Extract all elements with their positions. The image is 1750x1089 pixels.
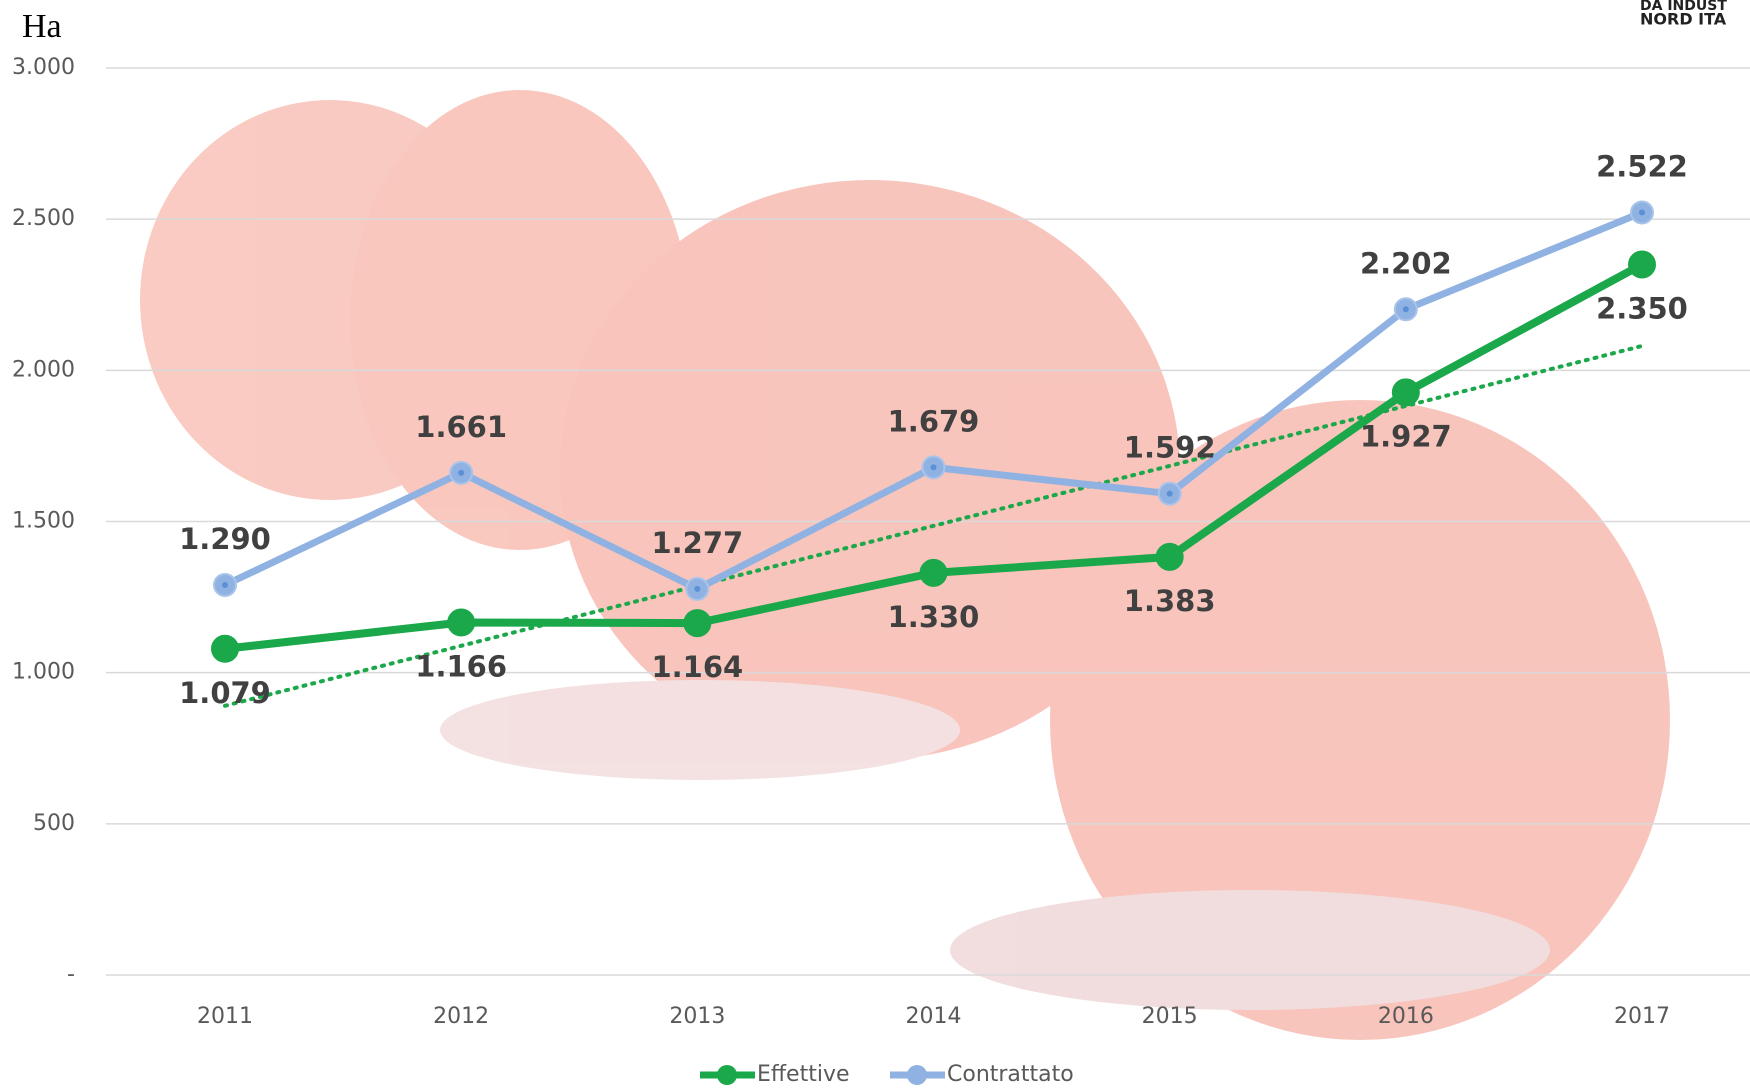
- data-label: 1.164: [651, 650, 743, 684]
- background-tomatoes: [140, 90, 1670, 1040]
- point: [211, 634, 239, 663]
- y-axis-label: Ha: [22, 8, 62, 45]
- point: [1628, 250, 1656, 279]
- point-center: [694, 585, 701, 592]
- data-label: 1.679: [888, 404, 980, 438]
- logo-text: DA INDUST: [1640, 0, 1727, 14]
- point-center: [1166, 490, 1173, 497]
- y-tick-label: -: [67, 962, 75, 987]
- x-tick-label: 2016: [1378, 1004, 1434, 1029]
- x-tick-label: 2014: [906, 1004, 962, 1029]
- y-tick-label: 2.500: [12, 206, 75, 231]
- point: [919, 558, 948, 587]
- point: [1391, 378, 1420, 407]
- legend-marker: [717, 1065, 737, 1085]
- point: [1155, 542, 1184, 571]
- x-tick-label: 2013: [669, 1004, 725, 1029]
- y-tick-label: 500: [33, 811, 75, 836]
- legend-label: Effettive: [757, 1062, 850, 1087]
- legend-label: Contrattato: [947, 1062, 1074, 1087]
- x-tick-label: 2015: [1142, 1004, 1198, 1029]
- point: [447, 608, 476, 637]
- x-tick-label: 2012: [433, 1004, 489, 1029]
- point-center: [930, 464, 937, 471]
- data-label: 1.079: [179, 676, 271, 710]
- data-label: 1.927: [1360, 419, 1452, 453]
- x-tick-label: 2011: [197, 1004, 253, 1029]
- data-label: 1.330: [888, 600, 980, 634]
- data-label: 1.290: [179, 522, 271, 556]
- data-label: 1.277: [651, 526, 743, 560]
- point-center: [458, 469, 465, 476]
- x-tick-label: 2017: [1614, 1004, 1670, 1029]
- legend-marker: [907, 1065, 927, 1085]
- data-label: 2.202: [1360, 246, 1452, 280]
- point-center: [222, 581, 228, 588]
- point-center: [1639, 209, 1645, 216]
- data-label: 1.166: [415, 649, 507, 683]
- data-label: 1.592: [1124, 431, 1216, 465]
- data-label: 2.522: [1596, 150, 1688, 184]
- data-label: 2.350: [1596, 292, 1688, 326]
- logo-text: NORD ITA: [1640, 10, 1727, 29]
- y-tick-label: 3.000: [12, 55, 75, 80]
- y-tick-label: 1.500: [12, 509, 75, 534]
- y-tick-label: 2.000: [12, 357, 75, 382]
- data-label: 1.383: [1124, 584, 1216, 618]
- point-center: [1402, 306, 1409, 313]
- point: [683, 609, 712, 638]
- y-tick-label: 1.000: [12, 660, 75, 685]
- data-label: 1.661: [415, 410, 507, 444]
